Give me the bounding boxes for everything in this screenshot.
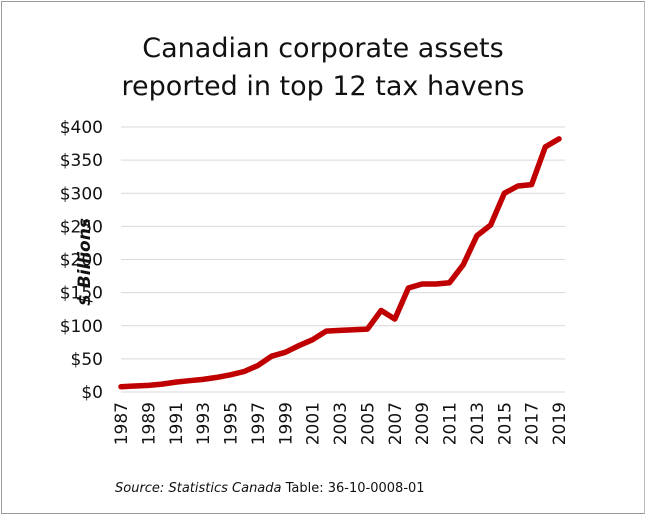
y-tick-label: $150 [60, 284, 103, 304]
y-tick-label: $400 [60, 118, 103, 138]
chart-title-line-1: Canadian corporate assets [142, 33, 504, 64]
source-note: Source: Statistics Canada Table: 36-10-0… [115, 481, 425, 496]
x-tick-label: 2011 [441, 402, 461, 445]
x-tick-label: 1991 [167, 402, 187, 445]
y-axis-ticks: $0 $50 $100 $150 $200 $250 $300 $350 $400 [60, 118, 103, 403]
x-tick-label: 2019 [550, 402, 570, 445]
source-table: Table: 36-10-0008-01 [285, 481, 425, 496]
line-chart: $0$50$100$150$200$250$300$350$400 1987 19… [60, 118, 570, 445]
series-line-0 [118, 136, 562, 390]
source-org: Statistics Canada [168, 481, 282, 496]
y-tick-label: $300 [60, 184, 103, 204]
x-tick-label: 1987 [112, 402, 132, 445]
x-tick-label: 2005 [358, 402, 378, 445]
y-tick-label: $350 [60, 151, 103, 171]
y-tick-label: $200 [60, 251, 103, 271]
x-tick-label: 1993 [194, 402, 214, 445]
x-tick-label: 1989 [139, 402, 159, 445]
x-tick-label: 2017 [523, 402, 543, 445]
y-tick-label: $50 [71, 350, 103, 370]
series-group [118, 136, 562, 390]
y-axis-label: $ Billions [75, 218, 95, 306]
x-tick-label: 1997 [249, 402, 269, 445]
x-tick-label: 2009 [413, 402, 433, 445]
x-tick-label: 2003 [331, 402, 351, 445]
y-tick-label: $0 [81, 383, 103, 403]
x-tick-label: 1999 [276, 402, 296, 445]
gridlines [121, 126, 565, 393]
y-tick-label: $100 [60, 317, 103, 337]
chart-title-line-2: reported in top 12 tax havens [121, 71, 525, 102]
x-tick-label: 2013 [468, 402, 488, 445]
x-tick-label: 2007 [386, 402, 406, 445]
x-axis-ticks: 1987 1989 1991 1993 1995 1997 1999 2001 2003 2005… [112, 402, 570, 445]
chart-title: Canadian corporate assets reported in to… [0, 30, 646, 106]
x-tick-label: 1995 [222, 402, 242, 445]
source-label: Source: [115, 481, 165, 496]
x-tick-label: 2001 [304, 402, 324, 445]
x-tick-label: 2015 [495, 402, 515, 445]
y-tick-label: $250 [60, 217, 103, 237]
